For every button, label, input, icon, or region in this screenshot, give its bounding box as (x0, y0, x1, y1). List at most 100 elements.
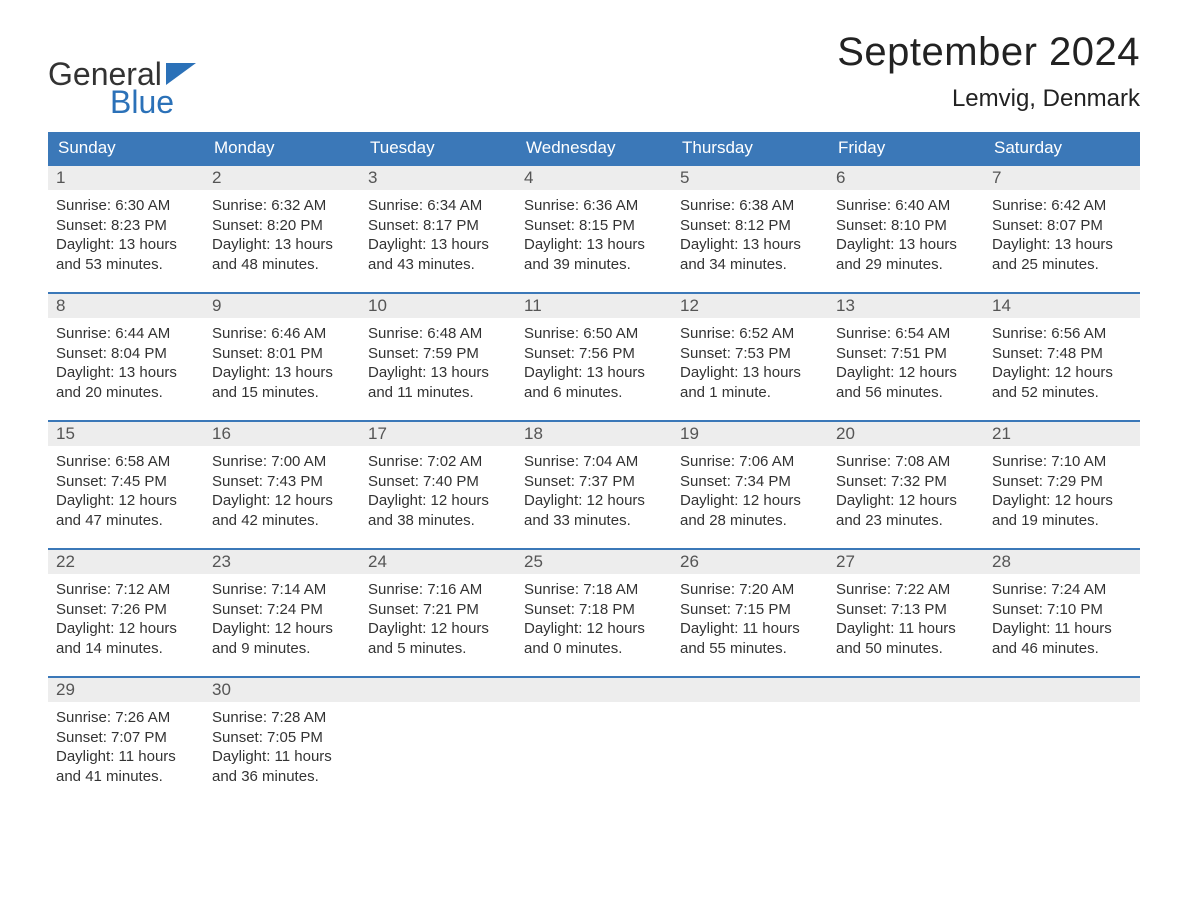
sunrise-text: Sunrise: 6:50 AM (524, 324, 664, 344)
day-body: Sunrise: 6:38 AMSunset: 8:12 PMDaylight:… (672, 190, 828, 278)
sunset-text: Sunset: 8:01 PM (212, 344, 352, 364)
sunset-text: Sunset: 7:45 PM (56, 472, 196, 492)
day-body: Sunrise: 6:48 AMSunset: 7:59 PMDaylight:… (360, 318, 516, 406)
day-number: 8 (48, 294, 204, 318)
sunset-text: Sunset: 7:13 PM (836, 600, 976, 620)
day-body: Sunrise: 6:34 AMSunset: 8:17 PMDaylight:… (360, 190, 516, 278)
sunset-text: Sunset: 7:48 PM (992, 344, 1132, 364)
day-cell: 11Sunrise: 6:50 AMSunset: 7:56 PMDayligh… (516, 294, 672, 406)
flag-icon (166, 63, 196, 85)
day-number: 29 (48, 678, 204, 702)
weekday-label: Monday (204, 132, 360, 164)
sunset-text: Sunset: 7:51 PM (836, 344, 976, 364)
sunset-text: Sunset: 7:21 PM (368, 600, 508, 620)
location-label: Lemvig, Denmark (837, 85, 1140, 113)
weekday-label: Thursday (672, 132, 828, 164)
week-row: 8Sunrise: 6:44 AMSunset: 8:04 PMDaylight… (48, 292, 1140, 406)
day-body: Sunrise: 7:14 AMSunset: 7:24 PMDaylight:… (204, 574, 360, 662)
day-body: Sunrise: 7:20 AMSunset: 7:15 PMDaylight:… (672, 574, 828, 662)
sunrise-text: Sunrise: 7:06 AM (680, 452, 820, 472)
day-body: Sunrise: 6:32 AMSunset: 8:20 PMDaylight:… (204, 190, 360, 278)
daylight-text: Daylight: 12 hours and 52 minutes. (992, 363, 1132, 402)
sunrise-text: Sunrise: 7:00 AM (212, 452, 352, 472)
day-body: Sunrise: 6:30 AMSunset: 8:23 PMDaylight:… (48, 190, 204, 278)
daylight-text: Daylight: 12 hours and 42 minutes. (212, 491, 352, 530)
day-number: 26 (672, 550, 828, 574)
day-number: 25 (516, 550, 672, 574)
brand-logo: General Blue (48, 30, 196, 118)
sunset-text: Sunset: 7:37 PM (524, 472, 664, 492)
day-body: Sunrise: 7:08 AMSunset: 7:32 PMDaylight:… (828, 446, 984, 534)
sunrise-text: Sunrise: 7:20 AM (680, 580, 820, 600)
day-body: Sunrise: 7:00 AMSunset: 7:43 PMDaylight:… (204, 446, 360, 534)
sunrise-text: Sunrise: 6:46 AM (212, 324, 352, 344)
daylight-text: Daylight: 13 hours and 20 minutes. (56, 363, 196, 402)
day-number: 6 (828, 166, 984, 190)
day-body: Sunrise: 6:40 AMSunset: 8:10 PMDaylight:… (828, 190, 984, 278)
weekday-header: Sunday Monday Tuesday Wednesday Thursday… (48, 132, 1140, 164)
daylight-text: Daylight: 13 hours and 29 minutes. (836, 235, 976, 274)
day-cell (672, 678, 828, 790)
sunrise-text: Sunrise: 6:52 AM (680, 324, 820, 344)
day-cell: 1Sunrise: 6:30 AMSunset: 8:23 PMDaylight… (48, 166, 204, 278)
daylight-text: Daylight: 12 hours and 28 minutes. (680, 491, 820, 530)
daylight-text: Daylight: 12 hours and 56 minutes. (836, 363, 976, 402)
day-cell: 12Sunrise: 6:52 AMSunset: 7:53 PMDayligh… (672, 294, 828, 406)
daylight-text: Daylight: 13 hours and 11 minutes. (368, 363, 508, 402)
sunset-text: Sunset: 7:29 PM (992, 472, 1132, 492)
day-cell: 28Sunrise: 7:24 AMSunset: 7:10 PMDayligh… (984, 550, 1140, 662)
sunrise-text: Sunrise: 6:32 AM (212, 196, 352, 216)
page-title: September 2024 (837, 30, 1140, 75)
day-number: 27 (828, 550, 984, 574)
day-body: Sunrise: 7:16 AMSunset: 7:21 PMDaylight:… (360, 574, 516, 662)
day-number: 13 (828, 294, 984, 318)
week-row: 29Sunrise: 7:26 AMSunset: 7:07 PMDayligh… (48, 676, 1140, 790)
sunset-text: Sunset: 7:10 PM (992, 600, 1132, 620)
sunset-text: Sunset: 7:26 PM (56, 600, 196, 620)
day-number: 24 (360, 550, 516, 574)
day-number: 23 (204, 550, 360, 574)
day-cell: 7 Sunrise: 6:42 AMSunset: 8:07 PMDaylight… (984, 166, 1140, 278)
sunset-text: Sunset: 8:12 PM (680, 216, 820, 236)
day-number: 16 (204, 422, 360, 446)
day-cell: 9Sunrise: 6:46 AMSunset: 8:01 PMDaylight… (204, 294, 360, 406)
daylight-text: Daylight: 13 hours and 25 minutes. (992, 235, 1132, 274)
day-number: 22 (48, 550, 204, 574)
day-number: 19 (672, 422, 828, 446)
sunset-text: Sunset: 8:20 PM (212, 216, 352, 236)
day-body: Sunrise: 7:06 AMSunset: 7:34 PMDaylight:… (672, 446, 828, 534)
day-number: 7 (984, 166, 1140, 190)
sunrise-text: Sunrise: 7:08 AM (836, 452, 976, 472)
sunrise-text: Sunrise: 6:44 AM (56, 324, 196, 344)
day-body: Sunrise: 7:28 AMSunset: 7:05 PMDaylight:… (204, 702, 360, 790)
day-body: Sunrise: 7:12 AMSunset: 7:26 PMDaylight:… (48, 574, 204, 662)
daylight-text: Daylight: 12 hours and 19 minutes. (992, 491, 1132, 530)
sunset-text: Sunset: 8:07 PM (992, 216, 1132, 236)
sunset-text: Sunset: 7:53 PM (680, 344, 820, 364)
sunrise-text: Sunrise: 7:22 AM (836, 580, 976, 600)
day-number: 3 (360, 166, 516, 190)
daylight-text: Daylight: 11 hours and 50 minutes. (836, 619, 976, 658)
sunrise-text: Sunrise: 6:42 AM (992, 196, 1132, 216)
sunset-text: Sunset: 8:10 PM (836, 216, 976, 236)
day-body: Sunrise: 6:50 AMSunset: 7:56 PMDaylight:… (516, 318, 672, 406)
sunrise-text: Sunrise: 7:02 AM (368, 452, 508, 472)
weekday-label: Friday (828, 132, 984, 164)
daylight-text: Daylight: 13 hours and 53 minutes. (56, 235, 196, 274)
day-body: Sunrise: 6:44 AMSunset: 8:04 PMDaylight:… (48, 318, 204, 406)
sunset-text: Sunset: 7:34 PM (680, 472, 820, 492)
day-cell: 21Sunrise: 7:10 AMSunset: 7:29 PMDayligh… (984, 422, 1140, 534)
day-number: 21 (984, 422, 1140, 446)
header: General Blue September 2024 Lemvig, Denm… (48, 30, 1140, 118)
weekday-label: Tuesday (360, 132, 516, 164)
day-number (828, 678, 984, 702)
sunrise-text: Sunrise: 7:16 AM (368, 580, 508, 600)
daylight-text: Daylight: 13 hours and 43 minutes. (368, 235, 508, 274)
day-cell: 16Sunrise: 7:00 AMSunset: 7:43 PMDayligh… (204, 422, 360, 534)
sunrise-text: Sunrise: 6:38 AM (680, 196, 820, 216)
day-number: 28 (984, 550, 1140, 574)
day-cell: 8Sunrise: 6:44 AMSunset: 8:04 PMDaylight… (48, 294, 204, 406)
sunset-text: Sunset: 7:56 PM (524, 344, 664, 364)
day-number: 12 (672, 294, 828, 318)
sunset-text: Sunset: 7:18 PM (524, 600, 664, 620)
